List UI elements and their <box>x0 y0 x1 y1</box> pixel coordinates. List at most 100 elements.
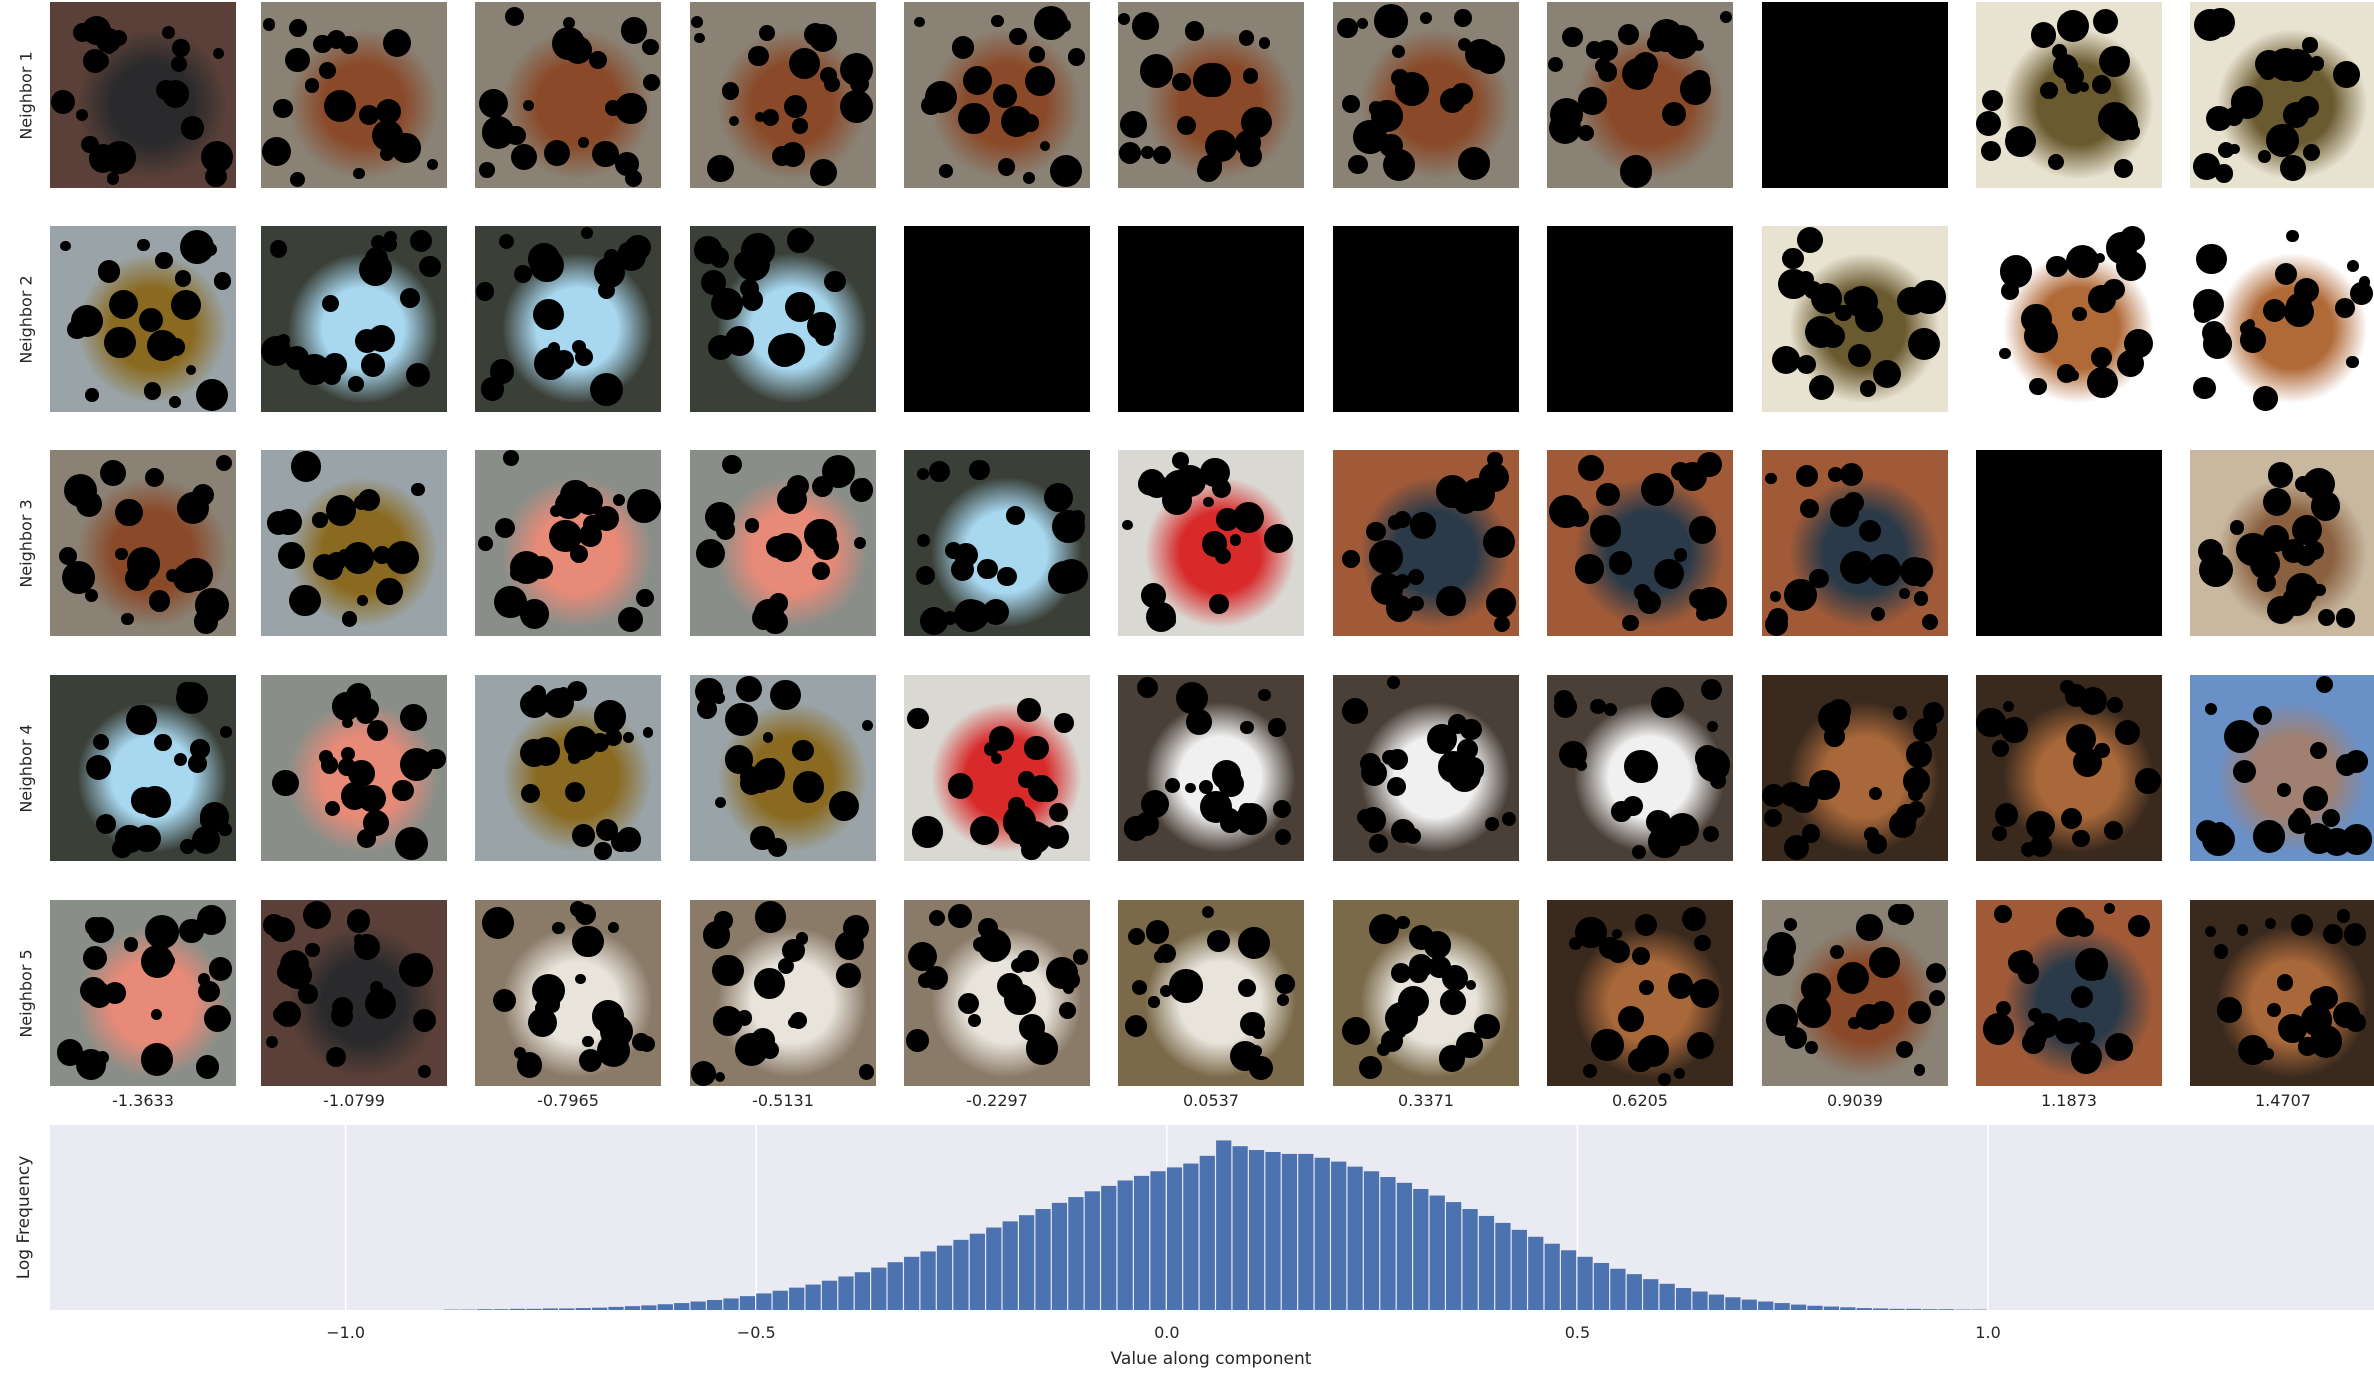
mask-patch <box>1436 586 1466 616</box>
mask-patch <box>1369 834 1388 853</box>
neighbor-image <box>1547 675 1733 861</box>
mask-patch <box>270 143 281 154</box>
mask-patch <box>777 485 806 514</box>
mask-patch <box>1830 945 1844 959</box>
histogram-bar <box>1462 1209 1477 1310</box>
mask-patch <box>2267 1003 2281 1017</box>
mask-patch <box>1031 69 1045 83</box>
mask-patch <box>1068 48 1085 65</box>
mask-patch <box>1230 534 1242 546</box>
mask-patch <box>734 251 758 275</box>
mask-patch <box>1697 748 1731 782</box>
neighbor-image <box>475 2 661 188</box>
mask-patch <box>1768 608 1788 628</box>
mask-patch <box>386 541 419 574</box>
mask-patch <box>2310 742 2328 760</box>
mask-patch <box>156 80 176 100</box>
mask-patch <box>1908 328 1940 360</box>
mask-patch <box>2066 245 2099 278</box>
mask-patch <box>340 104 353 117</box>
row-label-text: Neighbor 1 <box>17 51 36 139</box>
mask-patch <box>373 546 391 564</box>
histogram-bar <box>1035 1209 1050 1310</box>
mask-patch <box>2008 951 2031 974</box>
mask-patch <box>544 996 560 1012</box>
mask-patch <box>2079 687 2107 715</box>
mask-patch <box>1382 750 1398 766</box>
mask-patch <box>1981 141 2001 161</box>
mask-patch <box>289 19 307 37</box>
mask-patch <box>1058 19 1072 33</box>
mask-patch <box>691 16 703 28</box>
histogram-bar <box>723 1298 738 1310</box>
histogram-bar <box>1725 1297 1740 1310</box>
mask-patch <box>812 562 830 580</box>
mask-patch <box>145 915 179 949</box>
mask-patch <box>2277 974 2294 991</box>
mask-patch <box>912 816 944 848</box>
mask-patch <box>273 1006 290 1023</box>
mask-patch <box>840 90 873 123</box>
mask-patch <box>592 1000 625 1033</box>
mask-patch <box>213 48 224 59</box>
mask-patch <box>2303 144 2320 161</box>
mask-patch <box>1809 770 1840 801</box>
mask-patch <box>2229 144 2239 154</box>
mask-patch <box>1456 1032 1483 1059</box>
mask-patch <box>989 726 1014 751</box>
mask-patch <box>1641 473 1674 506</box>
mask-patch <box>2128 915 2150 937</box>
column-value-label: -0.7965 <box>475 1091 661 1110</box>
mask-patch <box>1913 718 1937 742</box>
histogram-bar <box>1840 1307 1855 1310</box>
mask-patch <box>2103 279 2124 300</box>
mask-patch <box>907 708 928 729</box>
mask-patch <box>322 295 339 312</box>
mask-patch <box>1494 616 1510 632</box>
mask-patch <box>1049 803 1068 822</box>
mask-patch <box>88 917 114 943</box>
mask-patch <box>1153 146 1171 164</box>
mask-patch <box>729 116 739 126</box>
mask-patch <box>977 559 997 579</box>
mask-patch <box>2322 809 2340 827</box>
y-axis-label: Log Frequency <box>14 1156 34 1280</box>
neighbor-image <box>1118 2 1304 188</box>
mask-patch <box>589 51 607 69</box>
mask-patch <box>2000 255 2032 287</box>
mask-patch <box>1651 687 1682 718</box>
mask-patch <box>1869 787 1883 801</box>
mask-patch <box>1639 980 1654 995</box>
mask-patch <box>2095 253 2105 263</box>
histogram-bar <box>1282 1154 1297 1310</box>
mask-patch <box>748 46 769 67</box>
mask-patch <box>1359 1056 1382 1079</box>
mask-patch <box>2028 1008 2042 1022</box>
mask-patch <box>177 293 191 307</box>
histogram-bar <box>871 1268 886 1310</box>
mask-patch <box>716 520 735 539</box>
mask-patch <box>348 376 364 392</box>
mask-patch <box>1218 771 1244 797</box>
column-value-label: -0.5131 <box>690 1091 876 1110</box>
histogram-bar <box>1413 1189 1428 1310</box>
mask-patch <box>392 780 413 801</box>
mask-patch <box>1209 594 1229 614</box>
histogram-bar <box>1791 1305 1806 1310</box>
mask-patch <box>2205 926 2216 937</box>
x-tick-label: −0.5 <box>737 1323 776 1342</box>
mask-patch <box>2237 924 2249 936</box>
mask-patch <box>1635 914 1657 936</box>
mask-patch <box>782 939 806 963</box>
neighbor-grid: Neighbor 1 Neighbor 2 Neighbor 3 Neighbor 4… <box>0 0 2374 1120</box>
neighbor-image <box>904 2 1090 188</box>
mask-patch <box>151 1009 162 1020</box>
mask-patch <box>1409 965 1427 983</box>
mask-patch <box>86 982 112 1008</box>
mask-patch <box>948 773 974 799</box>
mask-patch <box>582 1036 593 1047</box>
mask-patch <box>843 915 869 941</box>
mask-patch <box>763 732 774 743</box>
mask-patch <box>1914 591 1929 606</box>
mask-patch <box>514 265 532 283</box>
